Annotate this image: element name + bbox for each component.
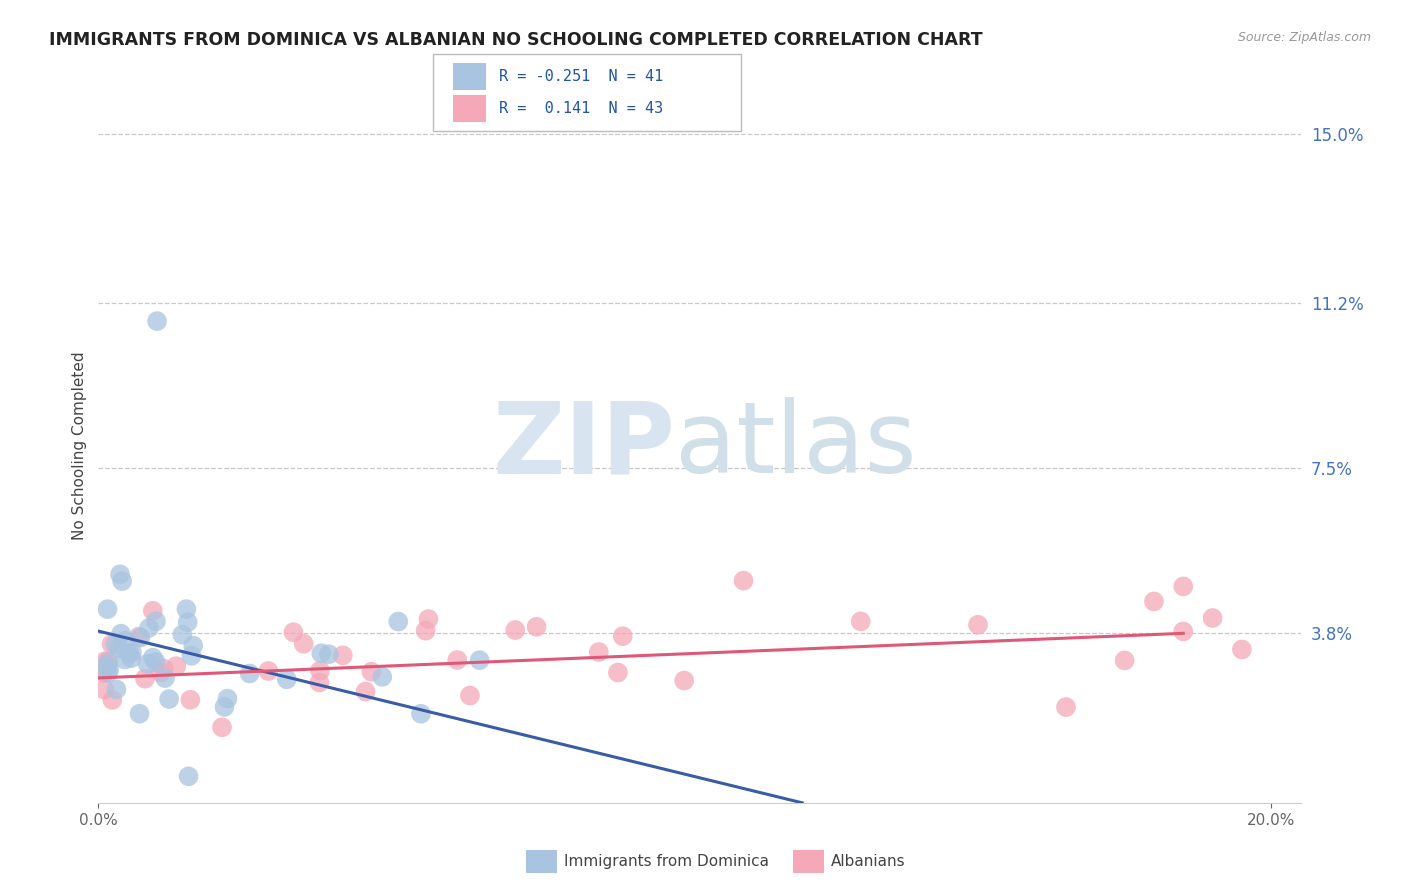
Point: [104, 637, 127, 651]
Text: IMMIGRANTS FROM DOMINICA VS ALBANIAN NO SCHOOLING COMPLETED CORRELATION CHART: IMMIGRANTS FROM DOMINICA VS ALBANIAN NO …: [49, 31, 983, 49]
Point: [142, 650, 165, 665]
Point: [93, 682, 115, 697]
Point: [308, 675, 330, 690]
Point: [172, 627, 194, 641]
Point: [93, 666, 115, 681]
Point: [387, 615, 409, 629]
Point: [136, 657, 159, 671]
Point: [97, 655, 120, 669]
Point: [105, 682, 128, 697]
Point: [97, 665, 120, 680]
Point: [114, 633, 136, 648]
Point: [360, 665, 382, 679]
Text: ZIP: ZIP: [492, 398, 675, 494]
Point: [118, 646, 141, 660]
Point: [128, 630, 150, 644]
Point: [176, 615, 198, 629]
Point: [217, 691, 239, 706]
Point: [468, 653, 491, 667]
Point: [409, 706, 432, 721]
Point: [418, 612, 440, 626]
Point: [588, 645, 610, 659]
Point: [129, 631, 152, 645]
Point: [354, 684, 377, 698]
Point: [607, 665, 630, 680]
Point: [276, 673, 298, 687]
Point: [128, 706, 150, 721]
Point: [149, 665, 172, 680]
Point: [146, 314, 169, 328]
Point: [211, 720, 233, 734]
Point: [98, 663, 121, 677]
Text: Source: ZipAtlas.com: Source: ZipAtlas.com: [1237, 31, 1371, 45]
Point: [1054, 700, 1077, 714]
Point: [239, 666, 262, 681]
Point: [446, 653, 468, 667]
Text: atlas: atlas: [675, 398, 917, 494]
Point: [967, 617, 990, 632]
Point: [733, 574, 755, 588]
Text: R =  0.141  N = 43: R = 0.141 N = 43: [499, 102, 664, 116]
Point: [108, 641, 131, 656]
Point: [100, 637, 122, 651]
Point: [108, 567, 131, 582]
Point: [96, 659, 118, 673]
Point: [134, 672, 156, 686]
Point: [153, 662, 176, 676]
Point: [849, 615, 872, 629]
Point: [292, 637, 315, 651]
Point: [283, 625, 305, 640]
Point: [1201, 611, 1223, 625]
Point: [157, 692, 180, 706]
Point: [415, 624, 437, 638]
Point: [176, 602, 198, 616]
Point: [153, 671, 176, 685]
Point: [503, 623, 526, 637]
Point: [332, 648, 354, 663]
Point: [1114, 653, 1136, 667]
Point: [165, 659, 187, 673]
Point: [120, 651, 142, 665]
Point: [97, 656, 120, 670]
Point: [142, 604, 165, 618]
Point: [526, 620, 548, 634]
Point: [318, 647, 340, 661]
Point: [1143, 594, 1166, 608]
Point: [145, 614, 167, 628]
Point: [145, 655, 167, 669]
Point: [111, 574, 134, 588]
Point: [309, 664, 332, 678]
Point: [96, 602, 118, 616]
Text: Albanians: Albanians: [831, 855, 905, 869]
Text: Immigrants from Dominica: Immigrants from Dominica: [564, 855, 769, 869]
Point: [138, 621, 160, 635]
Point: [1173, 579, 1195, 593]
Point: [114, 652, 136, 666]
Point: [309, 646, 332, 660]
Point: [673, 673, 696, 688]
Point: [101, 693, 124, 707]
Point: [181, 639, 204, 653]
Point: [177, 769, 200, 783]
Point: [371, 670, 394, 684]
Point: [110, 626, 132, 640]
Point: [458, 689, 481, 703]
Point: [1173, 624, 1195, 639]
Point: [180, 648, 202, 663]
Y-axis label: No Schooling Completed: No Schooling Completed: [72, 351, 87, 541]
Point: [93, 665, 115, 679]
Point: [179, 693, 201, 707]
Point: [214, 700, 236, 714]
Point: [612, 629, 634, 643]
Point: [1230, 642, 1253, 657]
Point: [121, 645, 143, 659]
Text: R = -0.251  N = 41: R = -0.251 N = 41: [499, 70, 664, 84]
Point: [257, 664, 280, 678]
Point: [94, 654, 117, 668]
